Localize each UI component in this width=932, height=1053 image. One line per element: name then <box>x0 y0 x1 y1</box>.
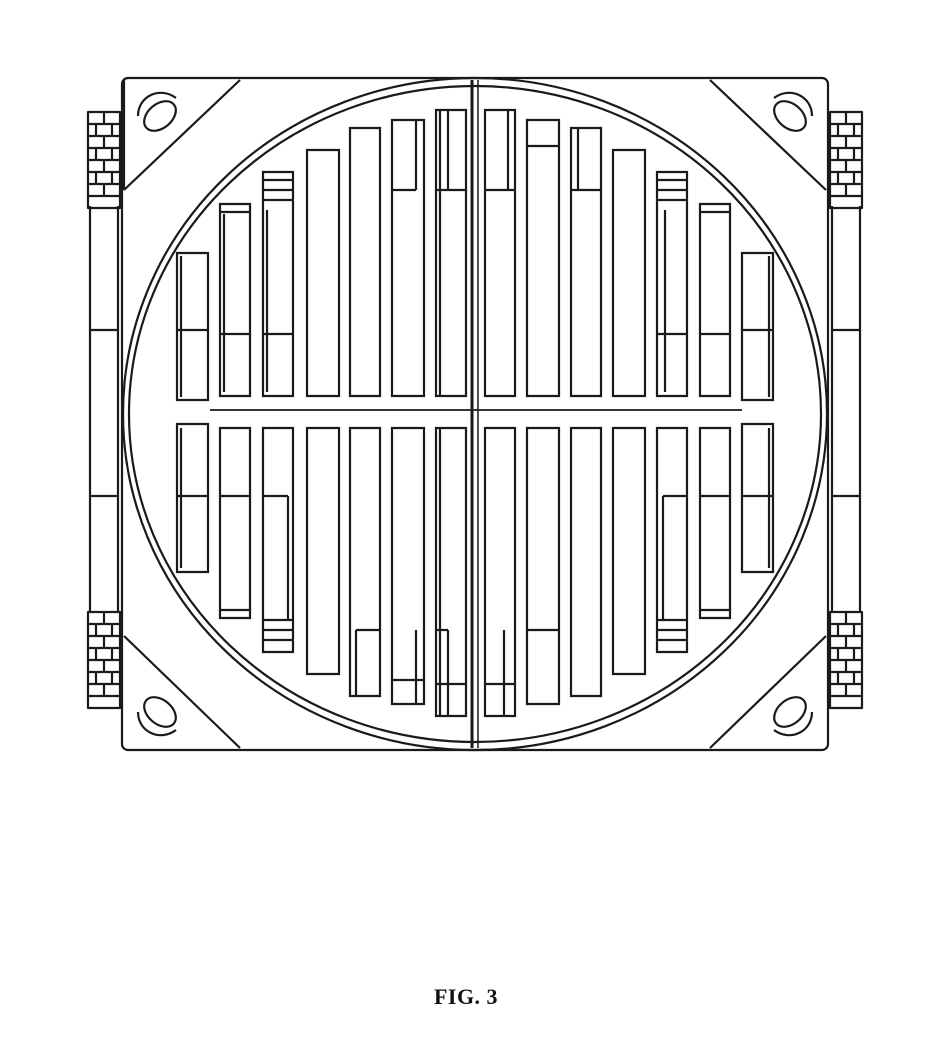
left-side-strip <box>88 112 120 708</box>
slot-upper-4 <box>307 150 339 396</box>
slot-lower-4 <box>307 428 339 674</box>
right-side-strip <box>830 112 862 708</box>
corner-gusset-top-right <box>710 80 826 190</box>
outer-ring <box>123 78 827 750</box>
corner-gusset-bottom-right <box>710 636 826 748</box>
outer-frame <box>122 78 828 750</box>
slot-upper-9 <box>527 120 559 396</box>
slot-array <box>177 110 773 716</box>
slot-lower-9 <box>527 428 559 704</box>
slot-upper-3 <box>263 172 293 396</box>
corner-gusset-bottom-left <box>124 636 240 748</box>
grate-drawing <box>0 0 932 900</box>
brick-tab-left-bottom <box>88 612 120 708</box>
slot-upper-6 <box>392 120 424 396</box>
figure-caption: FIG. 3 <box>0 984 932 1010</box>
slot-upper-8 <box>485 110 515 396</box>
slot-lower-11 <box>613 428 645 674</box>
slot-lower-12 <box>657 428 687 652</box>
slot-lower-14 <box>742 424 773 572</box>
brick-tab-right-bottom <box>830 612 862 708</box>
slot-upper-2 <box>220 204 250 396</box>
slot-lower-3 <box>263 428 293 652</box>
slot-upper-13 <box>700 204 730 396</box>
slot-lower-8 <box>485 428 515 716</box>
slot-upper-12 <box>657 172 687 396</box>
slot-upper-1 <box>177 253 208 400</box>
slot-lower-7 <box>436 428 466 716</box>
slot-lower-13 <box>700 428 730 618</box>
slot-upper-7 <box>436 110 466 396</box>
corner-gusset-top-left <box>124 80 240 190</box>
slot-lower-5 <box>350 428 380 696</box>
slot-upper-14 <box>742 253 773 400</box>
slot-lower-10 <box>571 428 601 696</box>
slot-lower-1 <box>177 424 208 572</box>
slot-lower-2 <box>220 428 250 618</box>
brick-tab-right-top <box>830 112 862 208</box>
slot-upper-5 <box>350 128 380 396</box>
inner-ring <box>129 86 821 742</box>
slot-upper-11 <box>613 150 645 396</box>
slot-lower-6 <box>392 428 424 704</box>
slot-upper-10 <box>571 128 601 396</box>
brick-tab-left-top <box>88 112 120 208</box>
